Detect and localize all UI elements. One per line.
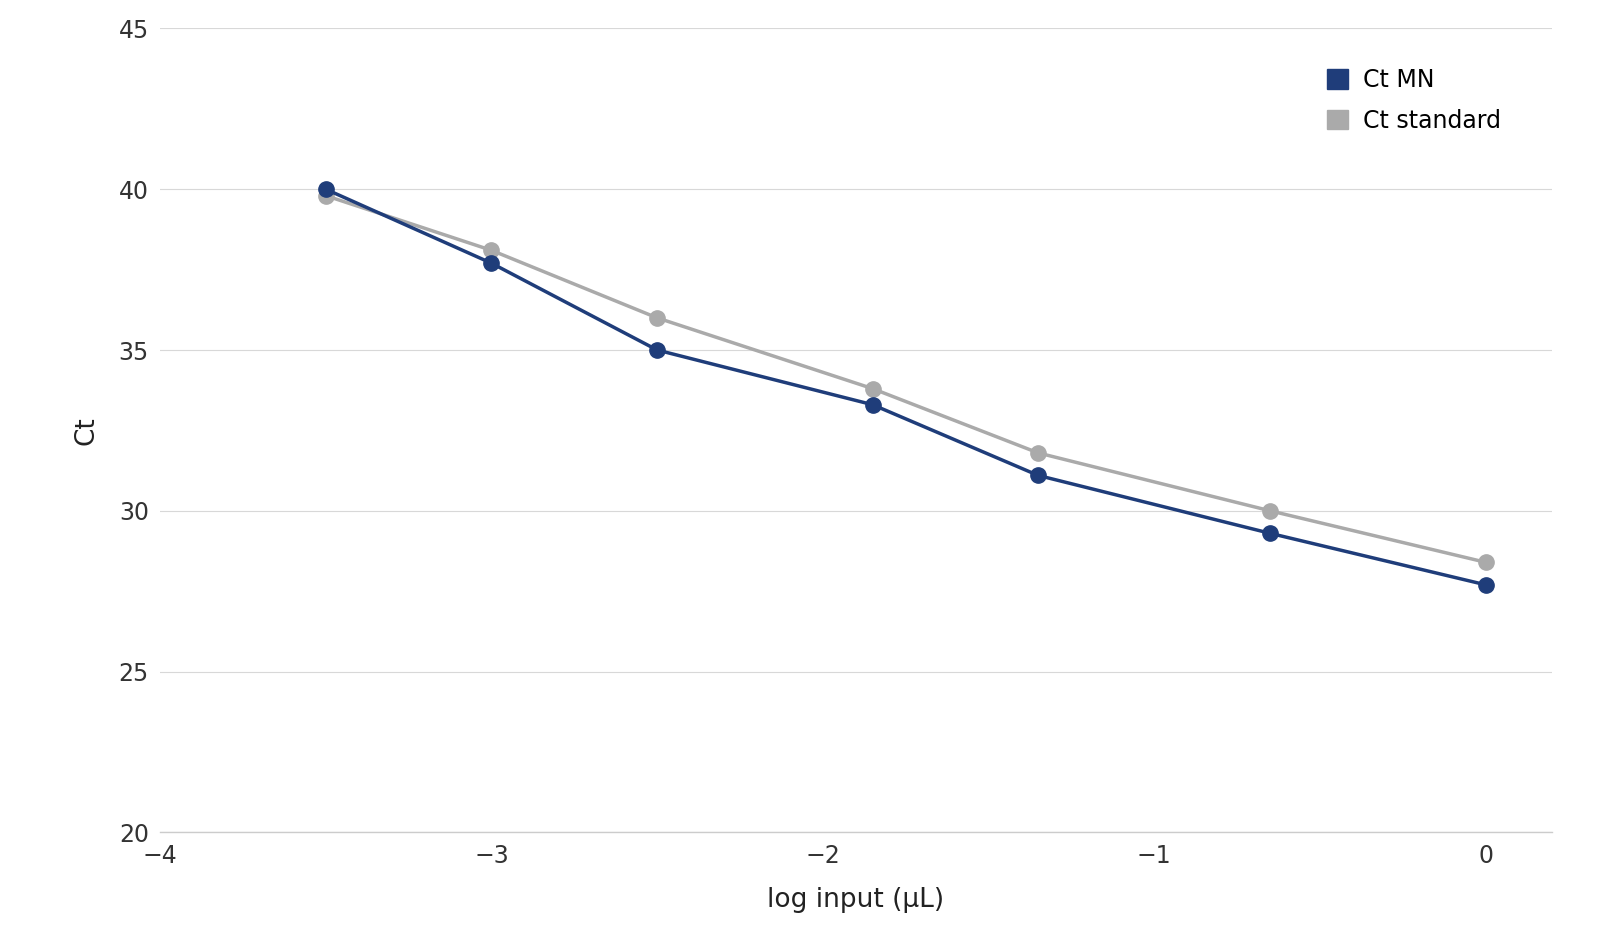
- Ct MN: [1029, 470, 1048, 482]
- Y-axis label: Ct: Ct: [74, 416, 99, 445]
- Line: Ct standard: Ct standard: [318, 188, 1493, 569]
- Ct MN: [862, 399, 882, 411]
- Ct MN: [648, 344, 667, 356]
- Ct standard: [1261, 505, 1280, 517]
- Ct standard: [1029, 447, 1048, 459]
- Ct standard: [862, 383, 882, 394]
- Ct MN: [1261, 528, 1280, 539]
- Ct standard: [1477, 556, 1496, 568]
- Ct MN: [482, 257, 501, 269]
- Line: Ct MN: Ct MN: [318, 182, 1493, 592]
- Ct MN: [317, 184, 336, 195]
- Legend: Ct MN, Ct standard: Ct MN, Ct standard: [1315, 56, 1512, 145]
- Ct standard: [648, 312, 667, 324]
- Ct standard: [482, 245, 501, 256]
- Ct standard: [317, 190, 336, 201]
- Ct MN: [1477, 579, 1496, 590]
- X-axis label: log input (μL): log input (μL): [768, 887, 944, 913]
